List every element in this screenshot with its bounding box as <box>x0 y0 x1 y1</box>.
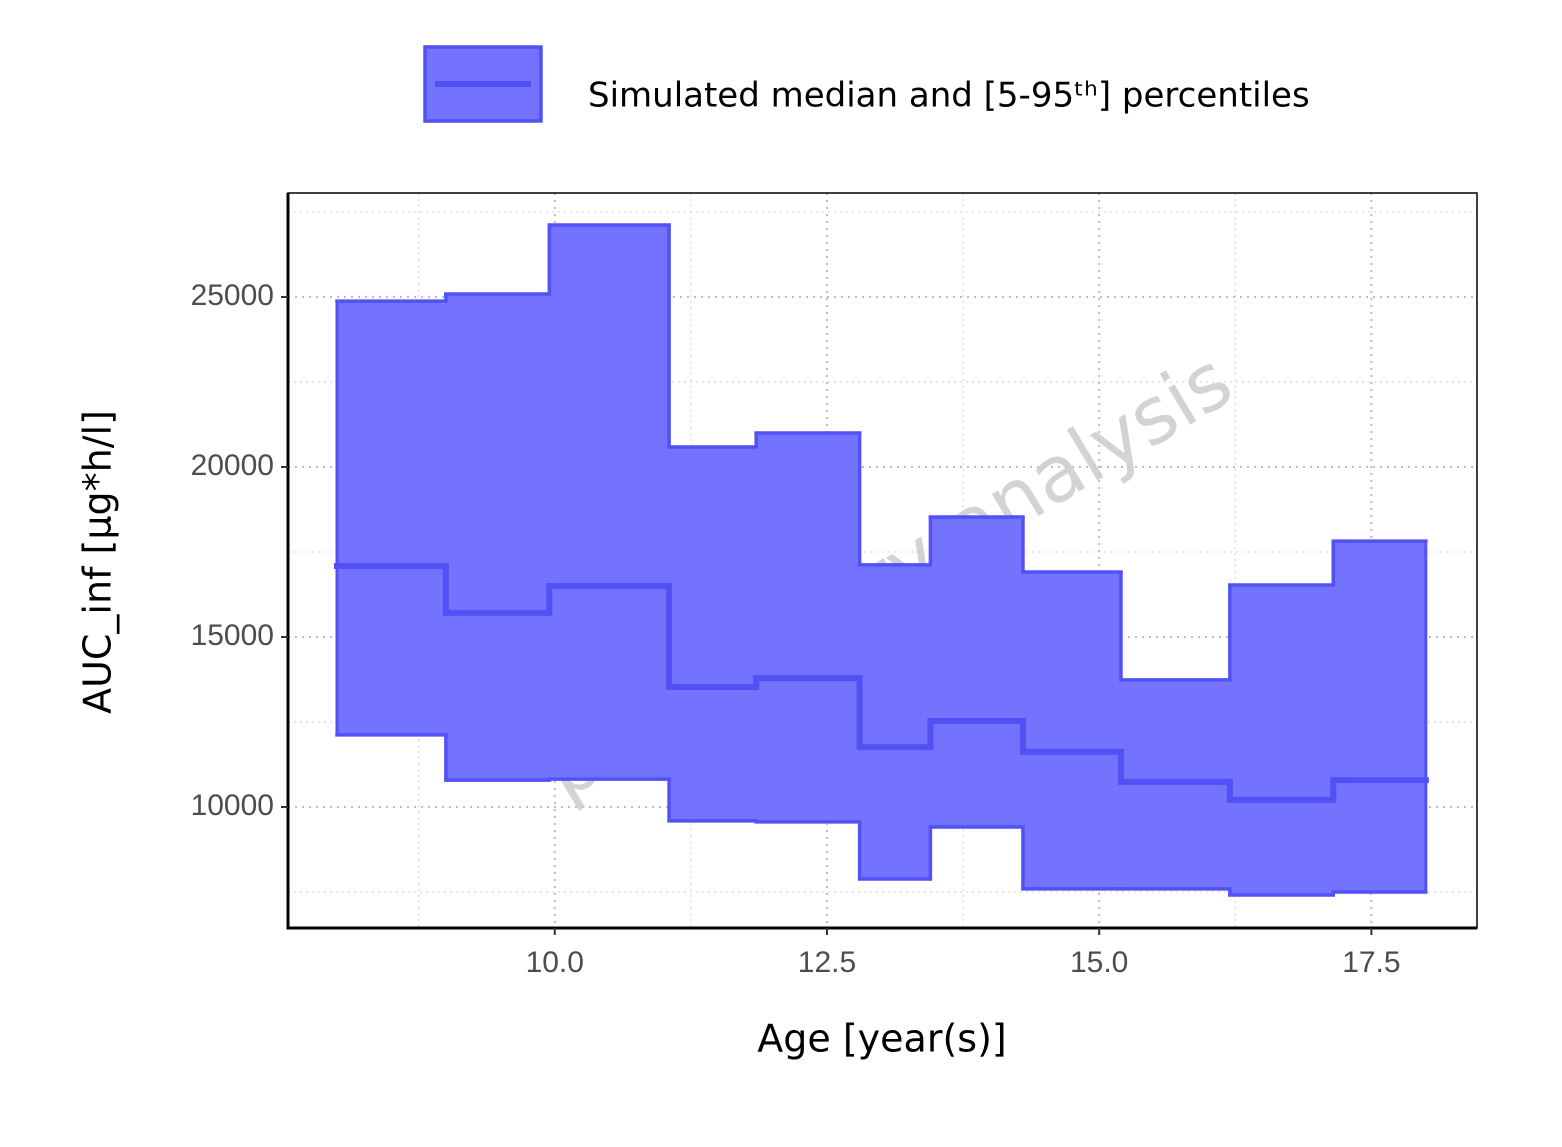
ribbon-band <box>1022 572 1121 889</box>
ribbon-band <box>1333 541 1426 892</box>
ribbon-band <box>1229 584 1334 896</box>
x-tick-label: 12.5 <box>798 946 856 979</box>
ribbon-band <box>549 224 670 780</box>
legend-label: Simulated median and [5-95ᵗʰ] percentile… <box>588 76 1310 116</box>
x-tick-label: 10.0 <box>526 946 584 979</box>
ribbon-band <box>445 293 550 781</box>
x-tick-label: 15.0 <box>1070 946 1128 979</box>
x-axis-title: Age [year(s)] <box>757 1017 1006 1061</box>
ribbon-band <box>859 564 931 880</box>
y-tick-label: 10000 <box>191 789 274 822</box>
ribbon-band <box>930 516 1023 828</box>
ribbon-band <box>336 301 446 735</box>
y-tick-label: 20000 <box>191 449 274 482</box>
x-tick-label: 17.5 <box>1342 946 1400 979</box>
y-tick-label: 15000 <box>191 619 274 652</box>
y-axis-title: AUC_inf [µg*h/l] <box>76 410 120 714</box>
y-tick-label: 25000 <box>191 279 274 312</box>
ribbon-band <box>669 446 757 821</box>
ribbon-band <box>756 433 860 822</box>
